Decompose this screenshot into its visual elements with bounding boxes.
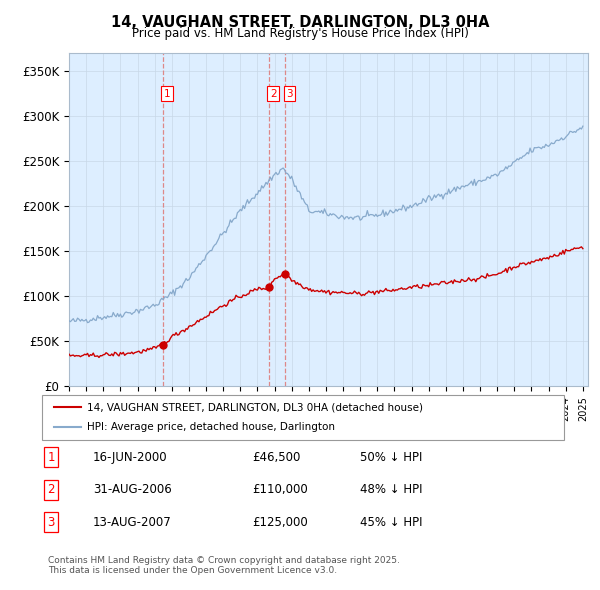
Text: 3: 3 (286, 88, 293, 99)
Text: £125,000: £125,000 (252, 516, 308, 529)
Text: Price paid vs. HM Land Registry's House Price Index (HPI): Price paid vs. HM Land Registry's House … (131, 27, 469, 40)
Text: £110,000: £110,000 (252, 483, 308, 496)
Text: 1: 1 (47, 451, 55, 464)
Text: £46,500: £46,500 (252, 451, 301, 464)
Text: 45% ↓ HPI: 45% ↓ HPI (360, 516, 422, 529)
Text: 16-JUN-2000: 16-JUN-2000 (93, 451, 167, 464)
Text: 48% ↓ HPI: 48% ↓ HPI (360, 483, 422, 496)
Text: Contains HM Land Registry data © Crown copyright and database right 2025.
This d: Contains HM Land Registry data © Crown c… (48, 556, 400, 575)
Text: 31-AUG-2006: 31-AUG-2006 (93, 483, 172, 496)
Text: 1: 1 (163, 88, 170, 99)
Text: 3: 3 (47, 516, 55, 529)
Text: 2: 2 (270, 88, 277, 99)
Text: 50% ↓ HPI: 50% ↓ HPI (360, 451, 422, 464)
Text: 14, VAUGHAN STREET, DARLINGTON, DL3 0HA (detached house): 14, VAUGHAN STREET, DARLINGTON, DL3 0HA … (87, 402, 423, 412)
Text: 14, VAUGHAN STREET, DARLINGTON, DL3 0HA: 14, VAUGHAN STREET, DARLINGTON, DL3 0HA (111, 15, 489, 30)
Text: 2: 2 (47, 483, 55, 496)
Text: HPI: Average price, detached house, Darlington: HPI: Average price, detached house, Darl… (87, 422, 335, 431)
Text: 13-AUG-2007: 13-AUG-2007 (93, 516, 172, 529)
